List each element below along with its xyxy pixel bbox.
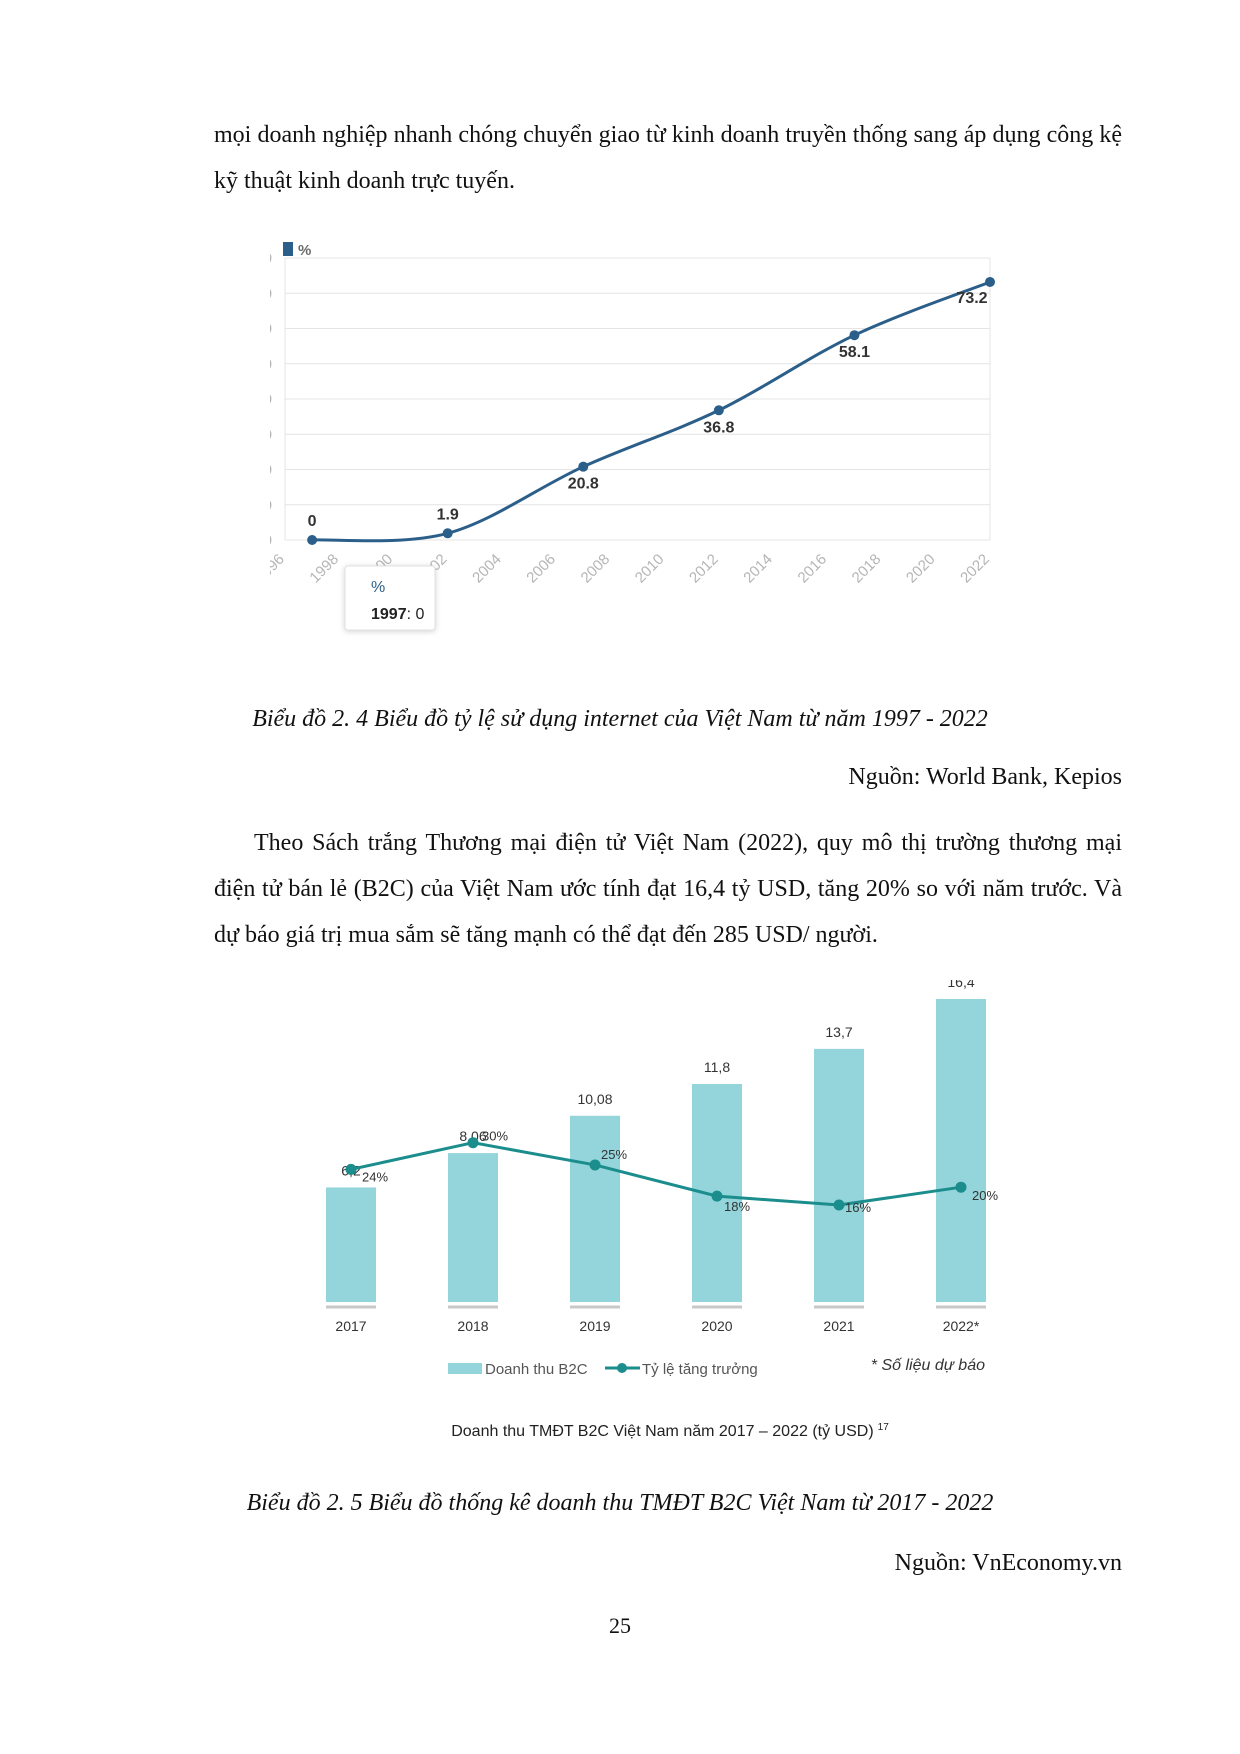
category-label: 2020: [701, 1318, 732, 1334]
bar-value-label: 10,08: [577, 1091, 612, 1107]
bar: [326, 1187, 376, 1302]
bar: [570, 1115, 620, 1302]
tooltip-text: 1997: 0: [371, 606, 424, 623]
growth-label: 18%: [724, 1199, 750, 1214]
category-label: 2018: [457, 1318, 488, 1334]
chart1-gridlines: [284, 257, 991, 541]
x-tick-label: 2020: [903, 551, 939, 587]
bar-value-label: 13,7: [825, 1024, 852, 1040]
data-label: 1.9: [437, 506, 459, 523]
y-tick-label: 10: [270, 497, 272, 514]
data-point: [849, 330, 860, 341]
growth-label: 24%: [362, 1169, 388, 1184]
y-tick-label: 40: [270, 391, 272, 408]
x-tick-label: 1998: [306, 551, 342, 587]
category-label: 2017: [335, 1318, 366, 1334]
category-label: 2022*: [943, 1318, 980, 1334]
data-point: [442, 528, 453, 539]
growth-point: [955, 1181, 967, 1193]
growth-label: 20%: [972, 1188, 998, 1203]
chart1-tooltip: % 1997: 0: [344, 565, 436, 631]
bar-value-label: 16,4: [947, 980, 974, 990]
legend-line-label: Tỷ lệ tăng trưởng: [642, 1361, 758, 1378]
forecast-note: * Số liệu dự báo: [871, 1357, 985, 1374]
x-tick-label: 2016: [795, 551, 831, 587]
internet-usage-chart: 01020304050607080 1996199820002002200420…: [270, 242, 995, 631]
growth-label: 16%: [845, 1200, 871, 1215]
tooltip-title: %: [371, 579, 385, 596]
legend-swatch: [283, 242, 293, 256]
y-tick-label: 50: [270, 356, 272, 373]
growth-point: [345, 1163, 357, 1175]
growth-point: [711, 1190, 723, 1202]
data-label: 0: [308, 513, 317, 530]
chart2-legend: Doanh thu B2C Tỷ lệ tăng trưởng * Số liệ…: [448, 1357, 985, 1378]
bar-value-label: 11,8: [704, 1059, 730, 1075]
x-tick-label: 2006: [523, 551, 559, 587]
x-tick-label: 2008: [578, 551, 614, 587]
chart2-growth-line: [350, 1141, 962, 1207]
x-tick-label: 2012: [686, 551, 722, 587]
source-figure-2-4: Nguồn: World Bank, Kepios: [848, 764, 1122, 790]
y-tick-label: 0: [270, 532, 272, 549]
y-tick-label: 20: [270, 462, 272, 479]
category-label: 2019: [579, 1318, 610, 1334]
data-label: 36.8: [703, 419, 734, 436]
bar: [448, 1153, 498, 1302]
growth-point: [833, 1199, 845, 1211]
chart2-categories: 2017 2018 2019 2020 2021 2022*: [326, 1305, 986, 1334]
chart1-y-ticks: 0 10 20 30 40 50 60 70 80: [270, 250, 272, 549]
x-tick-label: 2014: [740, 551, 776, 587]
x-tick-label: 1996: [270, 551, 288, 587]
paragraph-b2c: Theo Sách trắng Thương mại điện tử Việt …: [214, 830, 1122, 948]
growth-label: 25%: [601, 1147, 627, 1162]
legend-bar-label: Doanh thu B2C: [485, 1361, 588, 1378]
chart1-points: 0 1.9 20.8 36.8 58.1 73.2: [307, 276, 995, 545]
legend-label: %: [298, 242, 311, 259]
source-figure-2-5: Nguồn: VnEconomy.vn: [894, 1550, 1122, 1576]
data-point: [713, 405, 724, 416]
caption-figure-2-4: Biểu đồ 2. 4 Biểu đồ tỷ lệ sử dụng inter…: [252, 706, 988, 732]
data-point: [578, 461, 589, 472]
y-tick-label: 60: [270, 321, 272, 338]
y-tick-label: 70: [270, 285, 272, 302]
chart1-series-line: [312, 280, 991, 543]
caption-figure-2-5: Biểu đồ 2. 5 Biểu đồ thống kê doanh thu …: [246, 1490, 994, 1516]
x-tick-label: 2022: [957, 551, 993, 587]
growth-label: 30%: [482, 1129, 508, 1144]
y-tick-label: 30: [270, 426, 272, 443]
chart1-legend: %: [283, 242, 311, 259]
chart2-title: Doanh thu TMĐT B2C Việt Nam năm 2017 – 2…: [451, 1422, 889, 1440]
paragraph-intro: mọi doanh nghiệp nhanh chóng chuyển giao…: [214, 122, 1122, 194]
bar: [814, 1048, 864, 1302]
growth-point: [467, 1137, 479, 1149]
x-tick-label: 2004: [469, 551, 505, 587]
data-label: 73.2: [956, 290, 987, 307]
bar-value-label: 8,06: [459, 1128, 486, 1144]
growth-point: [589, 1159, 601, 1171]
bar: [936, 999, 986, 1302]
x-tick-label: 2010: [632, 551, 668, 587]
page-number: 25: [609, 1613, 631, 1638]
data-label: 20.8: [568, 476, 599, 493]
data-point: [307, 535, 318, 545]
x-tick-label: 2018: [849, 551, 885, 587]
legend-bar-swatch: [448, 1363, 482, 1374]
legend-line-marker: [617, 1363, 627, 1373]
y-tick-label: 80: [270, 250, 272, 267]
data-point: [985, 276, 995, 287]
chart2-points: 24% 30% 25% 18% 16% 20%: [345, 1129, 998, 1215]
category-label: 2021: [823, 1318, 854, 1334]
data-label: 58.1: [839, 344, 870, 361]
